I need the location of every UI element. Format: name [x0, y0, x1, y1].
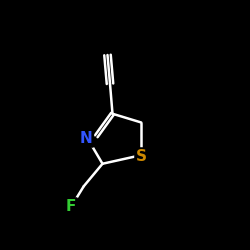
Text: S: S: [136, 149, 147, 164]
Text: F: F: [66, 199, 76, 214]
Text: N: N: [80, 131, 92, 146]
